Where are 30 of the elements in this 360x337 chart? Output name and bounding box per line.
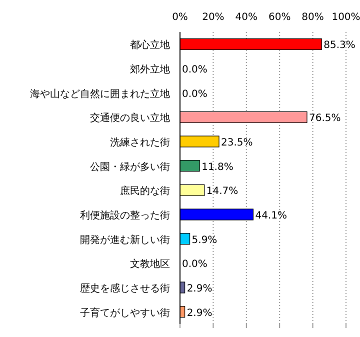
data-label: 5.9% <box>192 234 218 246</box>
data-label: 2.9% <box>186 284 212 294</box>
data-label: 85.3% <box>324 40 356 52</box>
data-label: 0.0% <box>182 88 208 100</box>
data-label: 11.8% <box>202 162 234 173</box>
y-tick-label: 庶民的な街 <box>120 185 170 198</box>
x-tick-label: 80% <box>302 12 324 23</box>
x-tick-label: 40% <box>235 12 258 23</box>
y-tick-label: 子育てがしやすい街 <box>80 306 170 319</box>
data-label: 0.0% <box>182 259 208 270</box>
y-tick-label: 公園・緑が多い街 <box>90 160 170 173</box>
y-tick-label: 開発が進む新しい街 <box>80 234 170 246</box>
y-tick-label: 文教地区 <box>130 258 170 270</box>
data-label: 76.5% <box>308 113 341 124</box>
x-tick-label: 20% <box>202 12 224 23</box>
y-tick-label: 利便施設の整った街 <box>80 210 170 222</box>
x-tick-label: 60% <box>268 12 291 23</box>
data-label: 44.1% <box>255 210 287 222</box>
y-tick-label: 歴史を感じさせる街 <box>80 282 170 294</box>
y-tick-label: 交通便の良い立地 <box>90 112 170 124</box>
x-tick-label: 100% <box>332 12 360 23</box>
data-label: 23.5% <box>221 138 253 148</box>
y-tick-label: 都心立地 <box>130 39 170 52</box>
x-tick-label: 0% <box>172 12 188 23</box>
y-tick-label: 洗練された街 <box>110 136 170 148</box>
data-label: 0.0% <box>182 64 208 76</box>
y-tick-label: 郊外立地 <box>130 64 170 76</box>
data-label: 2.9% <box>186 308 212 319</box>
y-tick-label: 海や山など自然に囲まれた立地 <box>30 88 170 100</box>
data-label: 14.7% <box>206 186 238 198</box>
